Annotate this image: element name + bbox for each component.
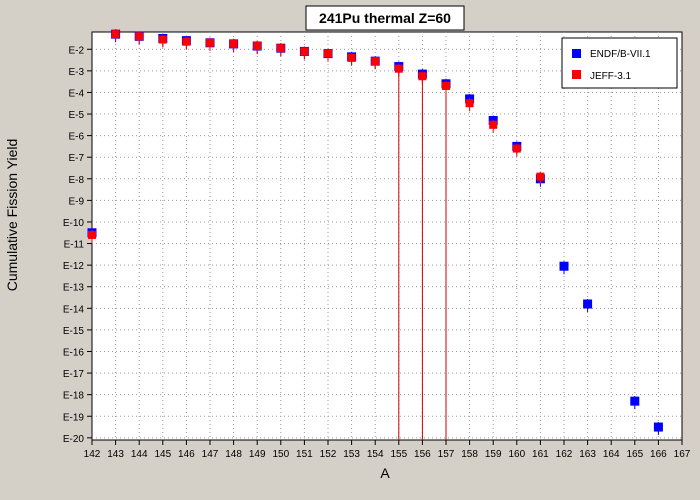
endf-point <box>630 396 640 406</box>
y-tick-label: E-6 <box>68 132 84 143</box>
x-tick-label: 160 <box>508 449 525 460</box>
endf-point <box>583 299 593 309</box>
y-tick-label: E-20 <box>63 434 85 445</box>
y-tick-label: E-10 <box>63 218 85 229</box>
x-tick-label: 157 <box>438 449 455 460</box>
jeff-point <box>489 120 498 129</box>
jeff-point <box>229 39 238 48</box>
jeff-point <box>206 38 214 47</box>
legend-swatch-jeff <box>572 70 581 79</box>
y-tick-label: E-13 <box>63 283 85 294</box>
x-axis-label: A <box>380 465 390 481</box>
y-tick-label: E-15 <box>63 326 85 337</box>
jeff-point <box>324 49 332 58</box>
legend-box <box>561 37 678 89</box>
x-tick-label: 165 <box>626 449 643 460</box>
chart-title-box <box>305 5 465 31</box>
y-tick-label: E-2 <box>68 45 84 56</box>
legend-label-jeff: JEFF-3.1 <box>590 71 632 82</box>
endf-point <box>559 261 569 271</box>
x-tick-label: 156 <box>414 449 431 460</box>
x-tick-label: 150 <box>272 449 289 460</box>
x-tick-label: 146 <box>178 449 195 460</box>
jeff-point <box>111 30 120 39</box>
jeff-point <box>394 64 403 73</box>
x-tick-label: 142 <box>84 449 101 460</box>
x-tick-label: 155 <box>390 449 407 460</box>
jeff-point <box>182 37 191 46</box>
y-tick-label: E-17 <box>63 369 85 380</box>
jeff-point <box>276 44 285 53</box>
jeff-point <box>300 47 309 56</box>
y-tick-label: E-11 <box>64 240 85 251</box>
y-tick-label: E-19 <box>63 412 85 423</box>
jeff-point <box>418 72 427 81</box>
y-tick-label: E-7 <box>68 153 84 164</box>
jeff-point <box>347 53 356 62</box>
x-tick-label: 166 <box>650 449 667 460</box>
x-tick-label: 159 <box>485 449 502 460</box>
y-tick-label: E-8 <box>68 175 84 186</box>
legend: ENDF/B-VII.1 JEFF-3.1 <box>561 37 678 89</box>
y-tick-label: E-14 <box>63 304 85 315</box>
y-tick-label: E-18 <box>63 391 85 402</box>
x-tick-label: 147 <box>202 449 219 460</box>
legend-swatch-endf <box>572 49 581 58</box>
x-tick-label: 151 <box>296 449 313 460</box>
jeff-point <box>88 230 96 239</box>
plot-area <box>91 31 683 441</box>
x-tick-label: 144 <box>131 449 148 460</box>
y-axis-label: Cumulative Fission Yield <box>4 139 20 292</box>
jeff-point <box>135 32 144 41</box>
drop-lines <box>398 66 447 440</box>
x-tick-label: 163 <box>579 449 596 460</box>
x-axis-ticks: 142 143 144 145 146 147 148 149 150 151 152 153 154 1… <box>84 440 691 460</box>
x-tick-label: 154 <box>367 449 384 460</box>
x-tick-label: 145 <box>154 449 171 460</box>
y-tick-label: E-12 <box>63 261 85 272</box>
y-tick-label: E-5 <box>68 110 84 121</box>
y-tick-label: E-16 <box>63 347 85 358</box>
y-tick-label: E-3 <box>68 67 84 78</box>
jeff-point <box>158 35 167 44</box>
chart-title: 241Pu thermal Z=60 <box>319 10 451 26</box>
legend-label-endf: ENDF/B-VII.1 <box>590 49 651 60</box>
x-tick-label: 167 <box>674 449 691 460</box>
y-tick-label: E-9 <box>68 196 84 207</box>
x-tick-label: 158 <box>461 449 478 460</box>
y-axis-ticks: E-2 E-3 E-4 E-5 E-6 E-7 E-8 E-9 E-10 E-11 E-12 E-13… <box>63 45 92 445</box>
x-tick-label: 148 <box>225 449 242 460</box>
x-tick-label: 162 <box>556 449 573 460</box>
x-tick-label: 152 <box>320 449 337 460</box>
x-tick-label: 164 <box>603 449 620 460</box>
data-points <box>87 29 663 436</box>
jeff-point <box>253 42 262 51</box>
x-tick-label: 161 <box>532 449 549 460</box>
y-tick-label: E-4 <box>68 88 84 99</box>
jeff-point <box>442 81 450 90</box>
x-tick-label: 149 <box>249 449 266 460</box>
x-tick-label: 153 <box>343 449 360 460</box>
jeff-point <box>512 144 521 153</box>
endf-point <box>653 422 663 432</box>
x-tick-label: 143 <box>107 449 124 460</box>
jeff-point <box>371 57 380 66</box>
jeff-point <box>465 99 474 108</box>
jeff-point <box>536 172 545 181</box>
